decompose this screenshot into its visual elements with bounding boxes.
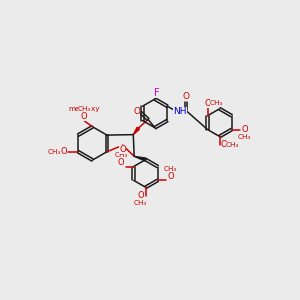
Text: CH₃: CH₃ <box>47 149 61 155</box>
Text: methoxy: methoxy <box>68 106 100 112</box>
Polygon shape <box>133 127 140 135</box>
Text: O: O <box>133 107 140 116</box>
Text: O: O <box>221 140 227 149</box>
Text: O: O <box>204 99 211 108</box>
Text: CH₃: CH₃ <box>114 152 128 158</box>
Text: O: O <box>182 92 189 101</box>
Text: NH: NH <box>173 107 187 116</box>
Text: CH₃: CH₃ <box>226 142 239 148</box>
Text: O: O <box>167 172 174 181</box>
Text: CH₃: CH₃ <box>238 134 251 140</box>
Text: CH₃: CH₃ <box>210 100 223 106</box>
Text: O: O <box>81 112 88 121</box>
Text: CH₃: CH₃ <box>134 200 147 206</box>
Text: O: O <box>118 158 124 167</box>
Text: O: O <box>137 191 144 200</box>
Text: F: F <box>154 88 160 98</box>
Text: CH₃: CH₃ <box>77 106 91 112</box>
Text: O: O <box>241 125 248 134</box>
Text: O: O <box>119 145 126 154</box>
Text: O: O <box>60 147 67 156</box>
Text: CH₃: CH₃ <box>164 166 177 172</box>
Polygon shape <box>134 156 146 161</box>
